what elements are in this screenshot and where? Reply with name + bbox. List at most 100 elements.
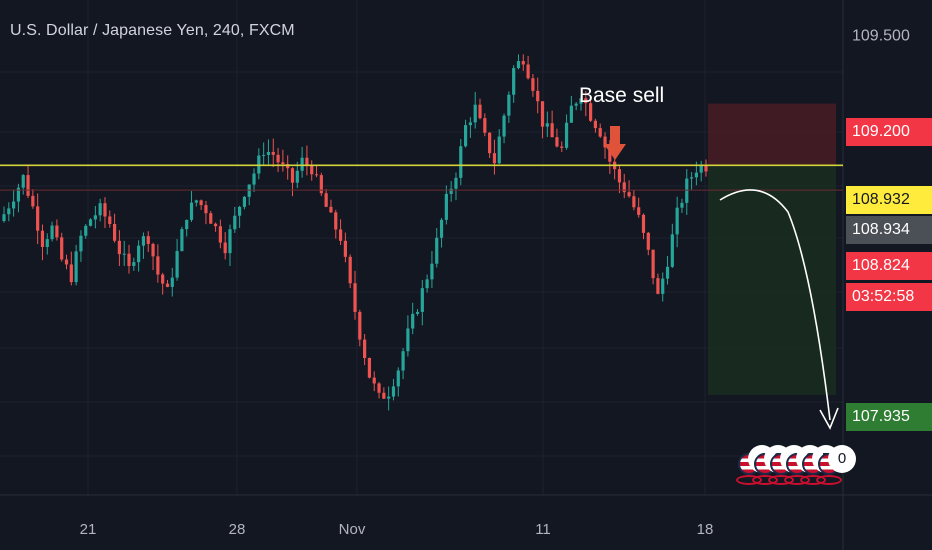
candle [516,54,521,70]
candle [12,189,16,217]
x-tick-label: Nov [339,521,366,538]
candle [103,197,107,229]
candle [314,165,319,178]
candle [93,205,97,229]
candle [209,210,213,224]
candle [569,95,573,123]
candle [271,138,275,168]
candle [45,233,49,255]
candle [74,244,78,286]
event-count-badge[interactable]: 0 [828,445,856,473]
price-tag-support: 108.932 [846,186,932,214]
candle [50,221,54,242]
candle [435,227,439,268]
candle [387,386,391,411]
candle [151,242,155,271]
event-ring [816,475,842,485]
candle [637,197,641,218]
candle [189,190,194,222]
candle [497,129,501,165]
candle [348,254,352,288]
candle [689,172,694,190]
candle [661,272,665,302]
candle [444,185,448,225]
candle [276,147,280,173]
candle [411,302,415,335]
candle [622,173,626,199]
candle [540,101,545,139]
candle [156,244,160,283]
candle [252,168,256,193]
candle [295,161,299,189]
candle [372,371,376,392]
candle [161,272,165,295]
candle [574,101,578,111]
candle [646,231,650,256]
candle [483,113,487,137]
candle [449,181,453,202]
candle [338,219,343,246]
candle [377,382,381,399]
candle [108,210,112,228]
y-tick-label: 109.500 [852,28,910,45]
price-tag-stop: 109.200 [846,118,932,146]
price-tag-bid: 108.824 [846,252,932,280]
candle [233,206,237,233]
stop-loss-zone [708,103,836,166]
candle [358,309,362,347]
candle [396,367,400,397]
candle [415,309,420,316]
price-tag-target: 107.935 [846,403,932,431]
candle [242,195,247,210]
candle [488,132,492,159]
candle [420,280,424,326]
sell-arrow-icon [604,126,626,160]
projection-curve [719,189,831,421]
candle [204,200,208,225]
candle [300,146,304,178]
price-tag-last: 108.934 [846,216,932,244]
candle [31,189,35,209]
economic-events[interactable]: 434350 [736,445,856,489]
candle [584,90,588,117]
candle [425,274,429,293]
candle [560,141,564,152]
candle [98,198,102,222]
candle [40,224,45,261]
candle [262,142,266,165]
position-zones [708,103,836,395]
candle [305,145,309,176]
candle [391,378,396,401]
candle [132,257,136,271]
candle [473,91,477,129]
candle [589,98,593,122]
candle [670,223,674,268]
x-tick-label: 28 [229,521,246,538]
candle [286,155,290,180]
candle [598,123,602,138]
candle [7,202,11,222]
candle [531,74,535,97]
candle [507,91,511,123]
candle [79,230,83,262]
x-tick-label: 11 [535,521,551,538]
candle [468,117,472,138]
candle [16,183,21,213]
candle [699,160,703,182]
candle [555,128,559,148]
candle [665,255,670,285]
candle [223,232,227,260]
candle [579,94,583,111]
chart-title: U.S. Dollar / Japanese Yen, 240, FXCM [10,22,295,39]
candle [656,273,660,295]
candle [334,209,338,239]
candle [146,231,150,253]
candle [613,156,617,180]
candle [617,165,622,194]
candle [382,387,386,400]
candle [122,240,126,267]
candle [290,167,295,197]
candle [406,315,410,357]
candle [281,149,285,172]
